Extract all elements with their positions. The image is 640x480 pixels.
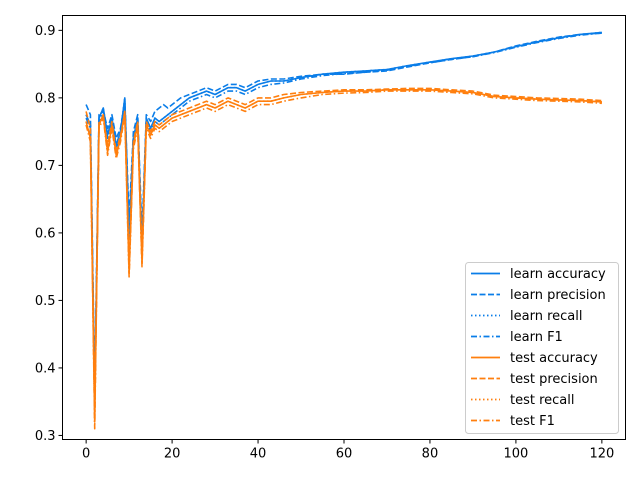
- y-tick-label: 0.3: [35, 429, 56, 444]
- legend: learn accuracy learn precision learn recal…: [465, 262, 619, 434]
- legend-label: test recall: [510, 393, 575, 408]
- x-tick-label: 60: [336, 447, 353, 462]
- legend-label: learn accuracy: [510, 267, 606, 282]
- y-tick-label: 0.7: [35, 159, 56, 174]
- series-line-test-recall: [85, 89, 602, 423]
- y-tick-label: 0.5: [35, 294, 56, 309]
- legend-label: test precision: [510, 372, 598, 387]
- series-lines: [85, 31, 602, 430]
- series-line-learn-recall: [85, 31, 602, 403]
- y-tick-label: 0.6: [35, 226, 56, 241]
- legend-label: learn precision: [510, 288, 606, 303]
- legend-label: test accuracy: [510, 351, 598, 366]
- legend-label: test F1: [510, 414, 555, 429]
- x-tick-label: 120: [589, 447, 614, 462]
- y-tick-label: 0.9: [35, 24, 56, 39]
- legend-box: [465, 262, 619, 434]
- y-tick-label: 0.8: [35, 91, 56, 106]
- x-tick-label: 80: [422, 447, 439, 462]
- legend-label: learn F1: [510, 330, 563, 345]
- x-tick-label: 40: [250, 447, 267, 462]
- series-line-test-precision: [85, 87, 602, 410]
- plot-frame: [62, 15, 626, 440]
- y-tick-label: 0.4: [35, 361, 56, 376]
- axis-ticks: 0 20 40 60 80 100 120 0.3 0.4 0.5 0.6 0.7 0.8 0.9: [35, 24, 614, 462]
- series-line-test-f1: [85, 90, 602, 430]
- legend-label: learn recall: [510, 309, 582, 324]
- series-line-learn-f1: [85, 32, 602, 410]
- x-tick-label: 100: [503, 447, 528, 462]
- x-tick-label: 0: [82, 447, 90, 462]
- x-tick-label: 20: [164, 447, 181, 462]
